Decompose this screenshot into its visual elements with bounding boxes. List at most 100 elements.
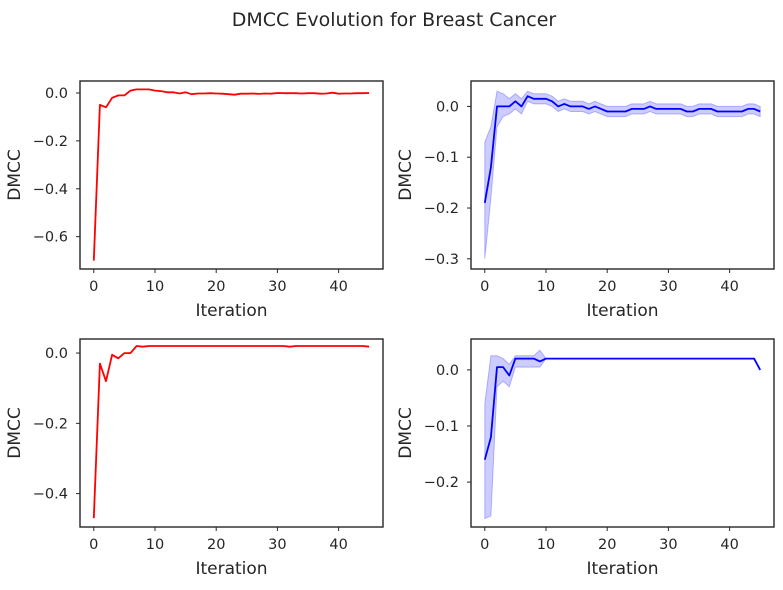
y-tick-label: −0.4 bbox=[33, 487, 68, 503]
x-axis-label: Iteration bbox=[195, 301, 267, 321]
x-tick-label: 0 bbox=[89, 537, 98, 553]
x-tick-label: 20 bbox=[598, 279, 616, 295]
data-point bbox=[490, 166, 492, 168]
data-point bbox=[496, 366, 498, 368]
data-point bbox=[160, 90, 162, 92]
data-point bbox=[661, 357, 663, 359]
data-point bbox=[643, 357, 645, 359]
data-point bbox=[643, 108, 645, 110]
subplot-4: 0 10 20 30 40 −0.2 −0.1 0.0 Iteration DMCC bbox=[396, 338, 775, 579]
data-point bbox=[350, 345, 352, 347]
data-point bbox=[270, 93, 272, 95]
data-point bbox=[368, 92, 370, 94]
data-point bbox=[337, 93, 339, 95]
data-point bbox=[508, 374, 510, 376]
data-point bbox=[496, 105, 498, 107]
data-point bbox=[692, 357, 694, 359]
data-point bbox=[588, 357, 590, 359]
data-point bbox=[747, 108, 749, 110]
data-point bbox=[368, 346, 370, 348]
data-point bbox=[258, 345, 260, 347]
data-point bbox=[313, 92, 315, 94]
x-axis-label: Iteration bbox=[586, 559, 658, 579]
data-point bbox=[673, 108, 675, 110]
data-point bbox=[490, 436, 492, 438]
data-point bbox=[637, 357, 639, 359]
data-point bbox=[154, 89, 156, 91]
data-point bbox=[667, 108, 669, 110]
data-point bbox=[594, 105, 596, 107]
data-point bbox=[289, 92, 291, 94]
data-point bbox=[649, 357, 651, 359]
data-point bbox=[325, 345, 327, 347]
data-point bbox=[197, 345, 199, 347]
x-tick-label: 40 bbox=[329, 279, 347, 295]
data-point bbox=[135, 345, 137, 347]
data-point bbox=[154, 345, 156, 347]
x-tick-label: 20 bbox=[207, 537, 225, 553]
data-point bbox=[545, 98, 547, 100]
data-point bbox=[551, 100, 553, 102]
data-point bbox=[557, 105, 559, 107]
data-point bbox=[631, 108, 633, 110]
data-point bbox=[526, 357, 528, 359]
data-point bbox=[105, 106, 107, 108]
data-point bbox=[191, 345, 193, 347]
x-tick-label: 20 bbox=[207, 279, 225, 295]
axes-frame bbox=[79, 80, 384, 270]
data-point bbox=[686, 110, 688, 112]
data-point bbox=[539, 360, 541, 362]
data-point bbox=[722, 357, 724, 359]
data-point bbox=[728, 357, 730, 359]
data-point bbox=[129, 89, 131, 91]
data-point bbox=[233, 94, 235, 96]
axes-frame bbox=[79, 338, 384, 528]
data-point bbox=[295, 92, 297, 94]
x-tick-label: 10 bbox=[146, 537, 164, 553]
data-point bbox=[575, 105, 577, 107]
data-point bbox=[618, 357, 620, 359]
data-point bbox=[569, 357, 571, 359]
y-tick-label: −0.2 bbox=[33, 134, 68, 150]
y-tick-label: −0.3 bbox=[424, 252, 459, 268]
data-point bbox=[704, 108, 706, 110]
data-point bbox=[203, 92, 205, 94]
data-point bbox=[129, 352, 131, 354]
data-point bbox=[710, 357, 712, 359]
x-tick-label: 10 bbox=[537, 279, 555, 295]
y-tick-label: 0.0 bbox=[436, 99, 459, 115]
data-point bbox=[600, 357, 602, 359]
data-point bbox=[319, 345, 321, 347]
data-point bbox=[295, 345, 297, 347]
x-axis-label: Iteration bbox=[195, 559, 267, 579]
data-point bbox=[582, 105, 584, 107]
data-point bbox=[142, 346, 144, 348]
series-line bbox=[92, 88, 370, 261]
data-point bbox=[563, 103, 565, 105]
data-point bbox=[123, 94, 125, 96]
data-point bbox=[661, 108, 663, 110]
data-point bbox=[563, 357, 565, 359]
data-point bbox=[557, 357, 559, 359]
y-tick-label: −0.6 bbox=[33, 230, 68, 246]
data-point bbox=[215, 345, 217, 347]
data-point bbox=[539, 98, 541, 100]
data-point bbox=[606, 110, 608, 112]
y-tick-label: 0.0 bbox=[436, 363, 459, 379]
data-point bbox=[575, 357, 577, 359]
data-point bbox=[203, 345, 205, 347]
y-axis-label: DMCC bbox=[5, 149, 25, 201]
y-tick-label: −0.1 bbox=[424, 150, 459, 166]
data-point bbox=[508, 105, 510, 107]
data-point bbox=[362, 345, 364, 347]
data-point bbox=[594, 357, 596, 359]
series-line bbox=[483, 95, 761, 204]
data-point bbox=[307, 345, 309, 347]
data-point bbox=[178, 92, 180, 94]
data-point bbox=[520, 357, 522, 359]
data-point bbox=[319, 93, 321, 95]
data-point bbox=[362, 92, 364, 94]
x-tick-label: 0 bbox=[89, 279, 98, 295]
data-point bbox=[612, 357, 614, 359]
data-point bbox=[545, 357, 547, 359]
